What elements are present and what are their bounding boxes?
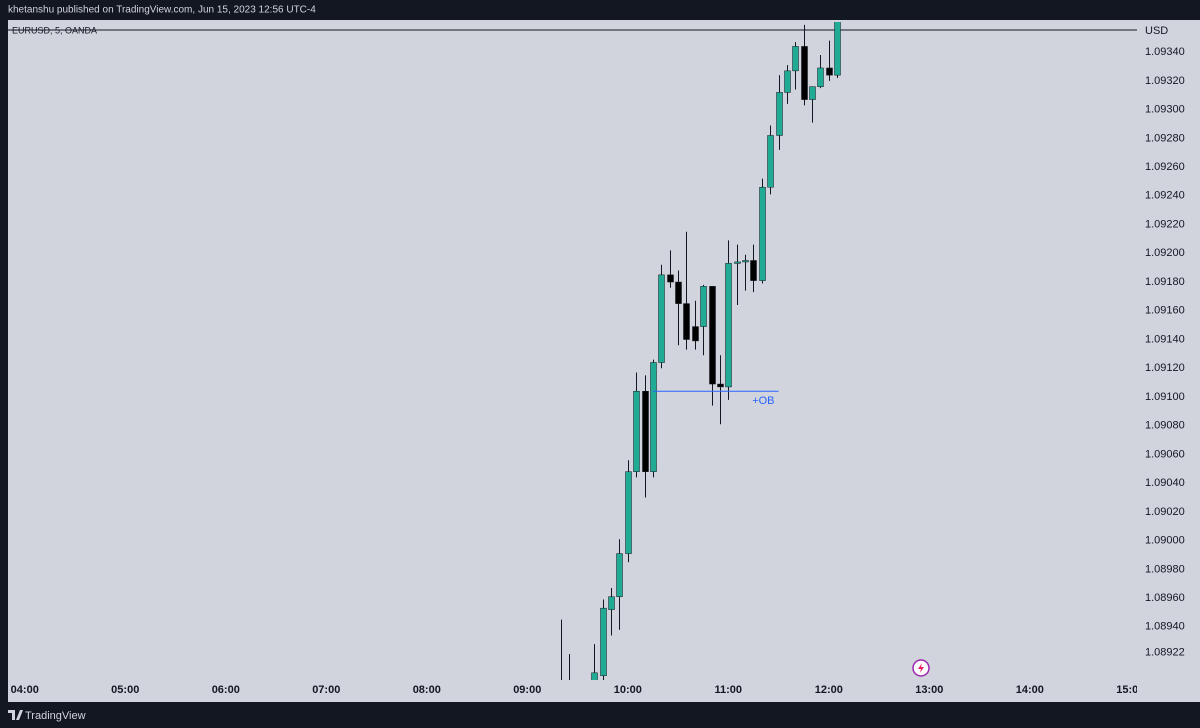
candle-body [767, 135, 774, 188]
annotation-label: +OB [752, 395, 774, 407]
candle-body [658, 274, 665, 363]
x-tick-label: 07:00 [312, 684, 340, 696]
candle-body [742, 260, 749, 263]
candle-body [625, 471, 632, 554]
candle-body [784, 70, 791, 93]
time-axis: 04:00 05:00 06:00 07:00 08:00 09:00 10:00 11:00… [11, 684, 1144, 696]
x-tick-label: 04:00 [11, 684, 39, 696]
x-tick-label: 15:00 [1116, 684, 1144, 696]
y-tick-label: 1.08980 [1145, 563, 1185, 575]
candle-body [826, 67, 833, 76]
candle-body [650, 362, 657, 472]
x-tick-label: 14:00 [1016, 684, 1044, 696]
symbol: EURUSD, 5, OANDA [12, 25, 97, 35]
header: khetanshu published on TradingView.com, … [8, 5, 316, 16]
x-tick-label: 05:00 [111, 684, 139, 696]
y-tick-label: 1.08960 [1145, 592, 1185, 604]
candle-body [817, 67, 824, 87]
y-tick-label: 1.09180 [1145, 276, 1185, 288]
candle-body [642, 390, 649, 472]
x-tick-label: 10:00 [614, 684, 642, 696]
y-tick-label: 1.09240 [1145, 190, 1185, 202]
y-tick-label: 1.09060 [1145, 448, 1185, 460]
candle-body [717, 383, 724, 388]
y-tick-label: 1.09280 [1145, 132, 1185, 144]
candle-body [600, 607, 607, 676]
currency: USD [1145, 25, 1168, 37]
x-tick-label: 11:00 [715, 684, 743, 696]
flash-icon[interactable] [912, 659, 930, 677]
candle-body [667, 274, 674, 283]
y-tick-label: 1.09040 [1145, 477, 1185, 489]
footer: TradingView [25, 710, 86, 722]
logo [8, 710, 23, 720]
y-tick-label: 1.09080 [1145, 420, 1185, 432]
y-tick-label: 1.09000 [1145, 535, 1185, 547]
y-tick-label: 1.09220 [1145, 218, 1185, 230]
y-tick-label: 1.09260 [1145, 161, 1185, 173]
candle-body [700, 286, 707, 327]
x-tick-label: 09:00 [513, 684, 541, 696]
candle-body [734, 261, 741, 264]
candle-body [591, 672, 598, 680]
x-tick-label: 12:00 [815, 684, 843, 696]
candle-body [801, 46, 808, 100]
y-tick-label: 1.09300 [1145, 104, 1185, 116]
x-tick-label: 13:00 [915, 684, 943, 696]
y-tick-label: 1.08922 [1145, 647, 1185, 659]
candle-body [725, 263, 732, 388]
candle-body [792, 46, 799, 72]
candle-body [683, 303, 690, 340]
y-tick-label: 1.08940 [1145, 621, 1185, 633]
candle-body [675, 281, 682, 304]
candle-body [750, 260, 757, 281]
candle-body [709, 286, 716, 385]
candle-body [759, 186, 766, 281]
candle-body [633, 390, 640, 472]
candle-body [809, 86, 816, 100]
candle-body [692, 326, 699, 342]
x-tick-label: 06:00 [212, 684, 240, 696]
y-tick-label: 1.09100 [1145, 391, 1185, 403]
candle-body [616, 553, 623, 597]
plot: +OB [561, 22, 841, 680]
y-tick-label: 1.09020 [1145, 506, 1185, 518]
candle-body [776, 92, 783, 136]
y-tick-label: 1.09200 [1145, 247, 1185, 259]
axes: 04:00 05:00 06:00 07:00 08:00 09:00 10:00 11:00… [11, 46, 1185, 696]
y-tick-label: 1.09120 [1145, 362, 1185, 374]
chart-background [8, 20, 1200, 702]
y-tick-label: 1.09140 [1145, 333, 1185, 345]
y-tick-label: 1.09320 [1145, 75, 1185, 87]
candle-body [834, 22, 841, 76]
y-tick-label: 1.09160 [1145, 305, 1185, 317]
x-tick-label: 08:00 [413, 684, 441, 696]
candle-body [608, 596, 615, 610]
y-tick-label: 1.09340 [1145, 46, 1185, 58]
